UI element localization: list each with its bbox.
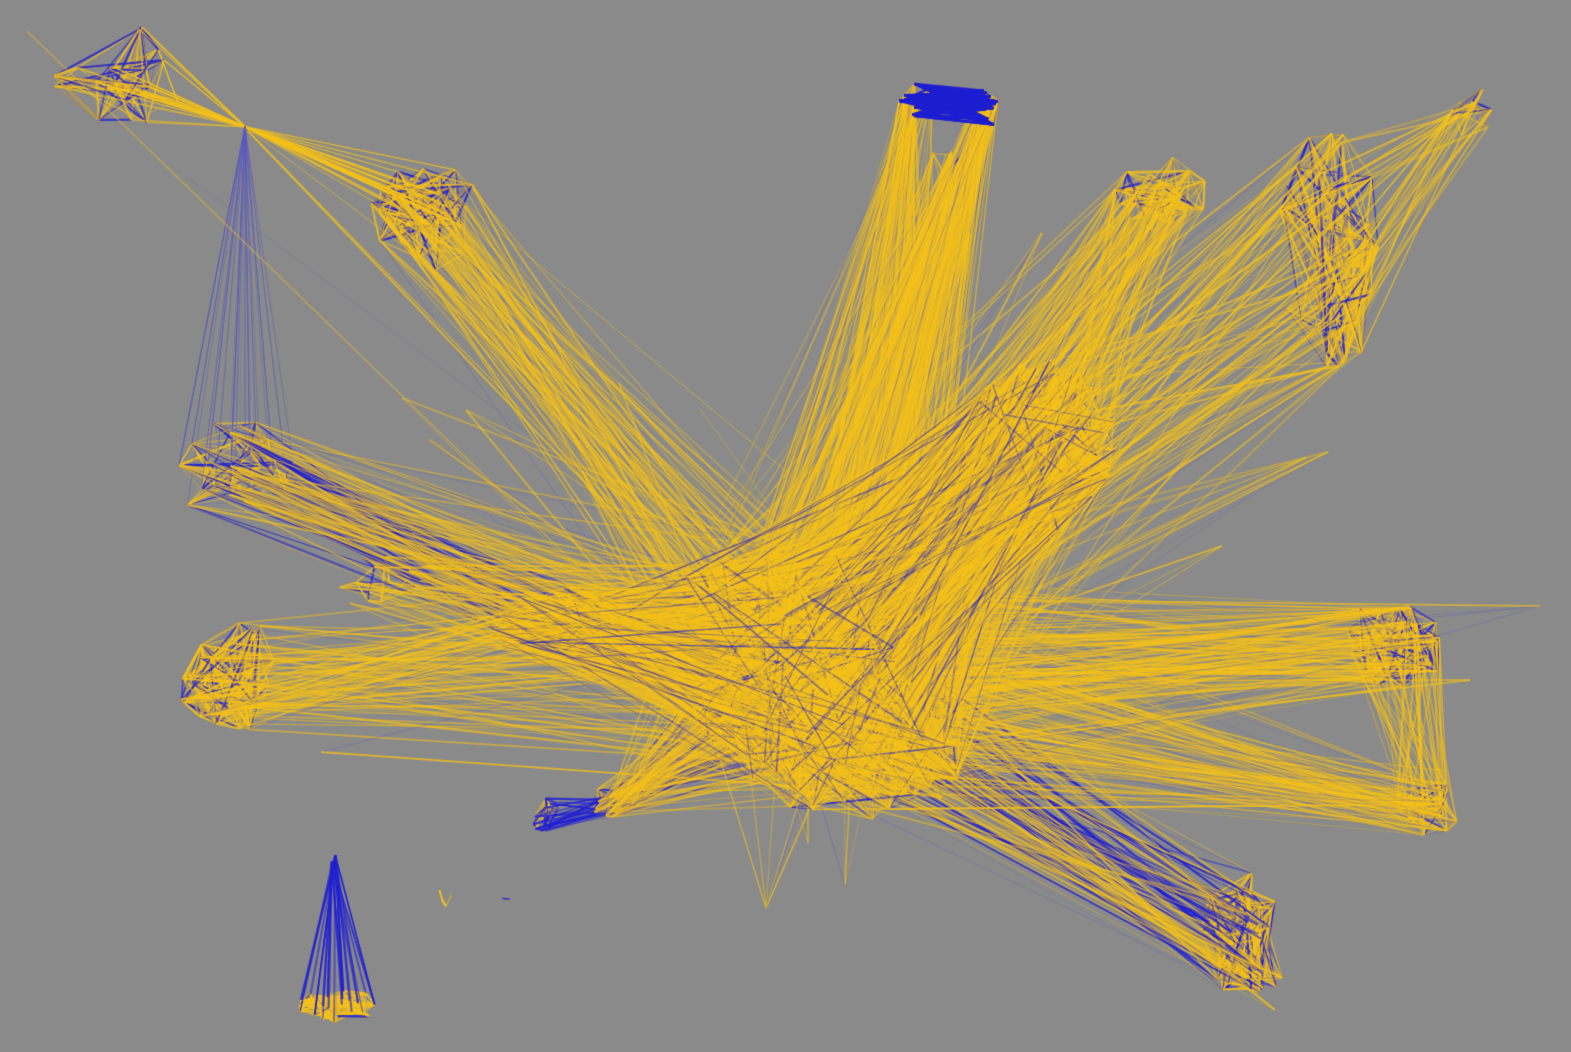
network-graph-canvas — [0, 0, 1571, 1052]
network-graph-plot — [0, 0, 1571, 1052]
